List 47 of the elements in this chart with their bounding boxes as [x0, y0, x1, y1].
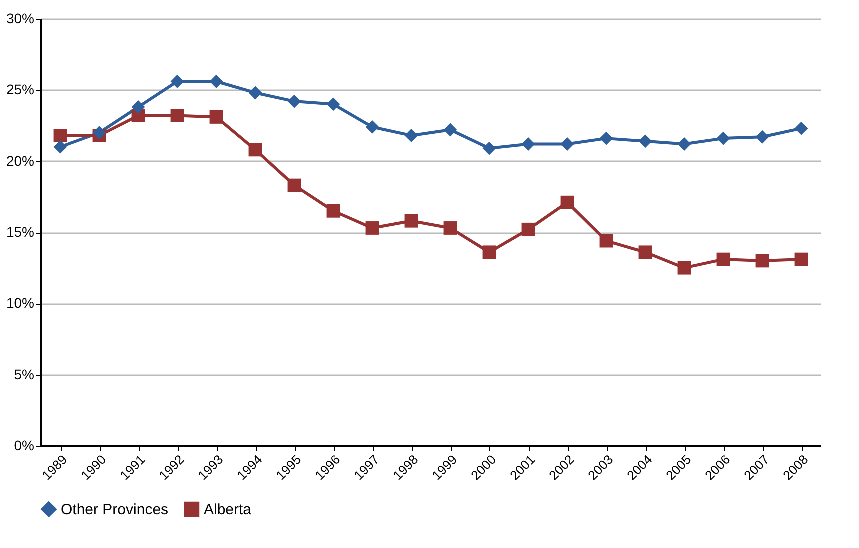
point [404, 214, 418, 228]
point [248, 86, 262, 100]
point [522, 222, 536, 236]
point [288, 178, 302, 192]
point [210, 74, 224, 88]
point [170, 109, 184, 122]
point [522, 138, 536, 151]
y-tick-label: 25% [6, 82, 34, 98]
y-tick-label: 5% [14, 366, 34, 382]
legend-label: Other Provinces [61, 501, 169, 518]
point [678, 138, 692, 151]
point [366, 222, 380, 235]
point [794, 252, 808, 266]
point [638, 134, 652, 148]
y-tick-label: 20% [6, 152, 34, 169]
point [54, 129, 68, 142]
y-tick-label: 0% [14, 438, 34, 454]
point [756, 130, 770, 144]
point [326, 98, 340, 112]
point [92, 126, 106, 140]
point [482, 142, 496, 156]
point [170, 74, 184, 88]
point [366, 120, 380, 134]
point [54, 140, 68, 154]
legend-label: Alberta [204, 501, 252, 518]
point [638, 246, 652, 260]
point [600, 132, 614, 146]
point [716, 252, 730, 266]
y-tick-label: 15% [6, 224, 34, 240]
point [756, 254, 770, 268]
point [326, 204, 340, 218]
point [132, 100, 146, 114]
point [716, 132, 730, 146]
y-tick-label: 30% [6, 10, 34, 26]
point [794, 122, 808, 136]
y-tick-label: 10% [6, 295, 34, 312]
point [404, 129, 418, 142]
point [560, 138, 574, 151]
point [600, 234, 614, 248]
point [444, 222, 458, 235]
point [560, 196, 574, 210]
point [482, 246, 496, 260]
point [288, 94, 302, 108]
point [248, 143, 262, 157]
point [444, 123, 458, 137]
point [210, 110, 224, 124]
point [678, 261, 692, 275]
